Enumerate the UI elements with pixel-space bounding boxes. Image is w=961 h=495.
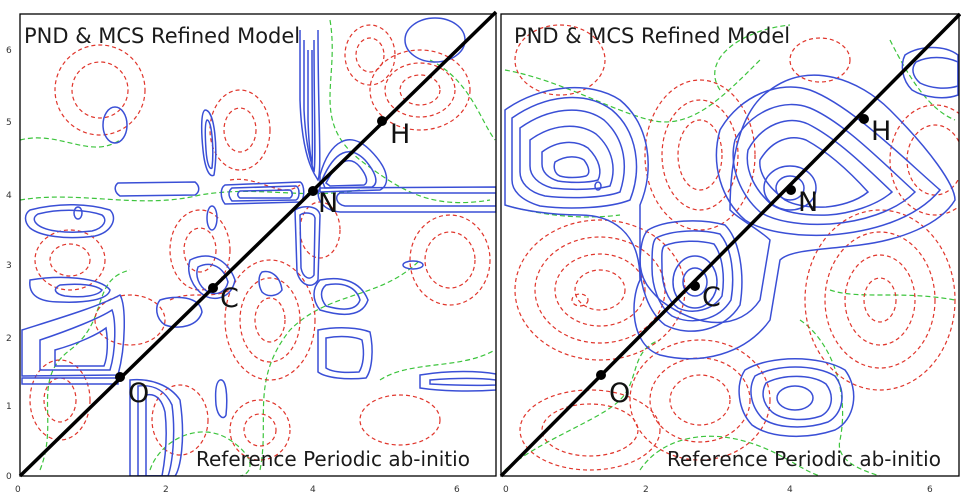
y-tick-0: 0: [6, 472, 12, 482]
left-negative-contours: [29, 24, 491, 461]
right-x-tick-2: 2: [643, 485, 649, 495]
right-panel: 0 2 4 6 O C N H PND & MCS Refined Model …: [499, 12, 961, 495]
left-panel-footer: Reference Periodic ab-initio: [196, 447, 470, 471]
y-tick-1: 1: [6, 402, 12, 412]
right-plot-frame: [500, 13, 960, 477]
left-positive-contours: [21, 17, 496, 476]
left-panel-title: PND & MCS Refined Model: [24, 24, 300, 48]
atom-marker-c: [208, 283, 218, 293]
atom-marker-o: [115, 372, 125, 382]
right-atom-marker-n: [786, 185, 796, 195]
right-x-tick-0: 0: [503, 485, 509, 495]
right-atom-marker-c: [690, 281, 700, 291]
x-tick-4: 4: [310, 485, 316, 495]
atom-marker-n: [308, 186, 318, 196]
left-y-ticks: 0 1 2 3 4 5 6: [6, 46, 12, 482]
y-tick-6: 6: [6, 46, 12, 56]
atom-label-o: O: [128, 378, 149, 409]
atom-marker-h: [377, 116, 387, 126]
right-x-ticks: 0 2 4 6: [503, 485, 933, 495]
left-plot-frame: [19, 13, 497, 477]
right-atom-label-c: C: [702, 282, 721, 313]
left-panel: 0 1 2 3 4 5 6 0 2 4 6 O C N H PND & MCS …: [6, 10, 498, 495]
right-x-tick-6: 6: [927, 485, 933, 495]
left-x-ticks: 0 2 4 6: [15, 485, 460, 495]
left-zero-contours: [20, 19, 496, 476]
y-tick-4: 4: [6, 191, 12, 201]
y-tick-5: 5: [6, 118, 12, 128]
right-atom-label-h: H: [871, 116, 891, 147]
right-panel-title: PND & MCS Refined Model: [514, 24, 790, 48]
right-positive-contours: [504, 46, 959, 438]
x-tick-2: 2: [163, 485, 169, 495]
x-tick-6: 6: [454, 485, 460, 495]
right-contour-map: [504, 24, 959, 476]
atom-label-n: N: [318, 188, 338, 219]
right-panel-footer: Reference Periodic ab-initio: [667, 447, 941, 471]
right-atom-marker-h: [859, 114, 869, 124]
atom-label-c: C: [220, 283, 239, 314]
right-atom-label-o: O: [609, 378, 630, 409]
left-atoms: O C N H: [115, 116, 410, 409]
right-atoms: O C N H: [596, 114, 891, 409]
right-x-tick-4: 4: [787, 485, 793, 495]
y-tick-3: 3: [6, 261, 12, 271]
right-atom-label-n: N: [798, 187, 818, 218]
right-zero-contours: [504, 24, 956, 476]
y-tick-2: 2: [6, 334, 12, 344]
right-diagonal-line: [499, 12, 961, 478]
left-diagonal-line: [18, 10, 498, 478]
x-tick-0: 0: [15, 485, 21, 495]
right-atom-marker-o: [596, 370, 606, 380]
atom-label-h: H: [390, 119, 410, 150]
